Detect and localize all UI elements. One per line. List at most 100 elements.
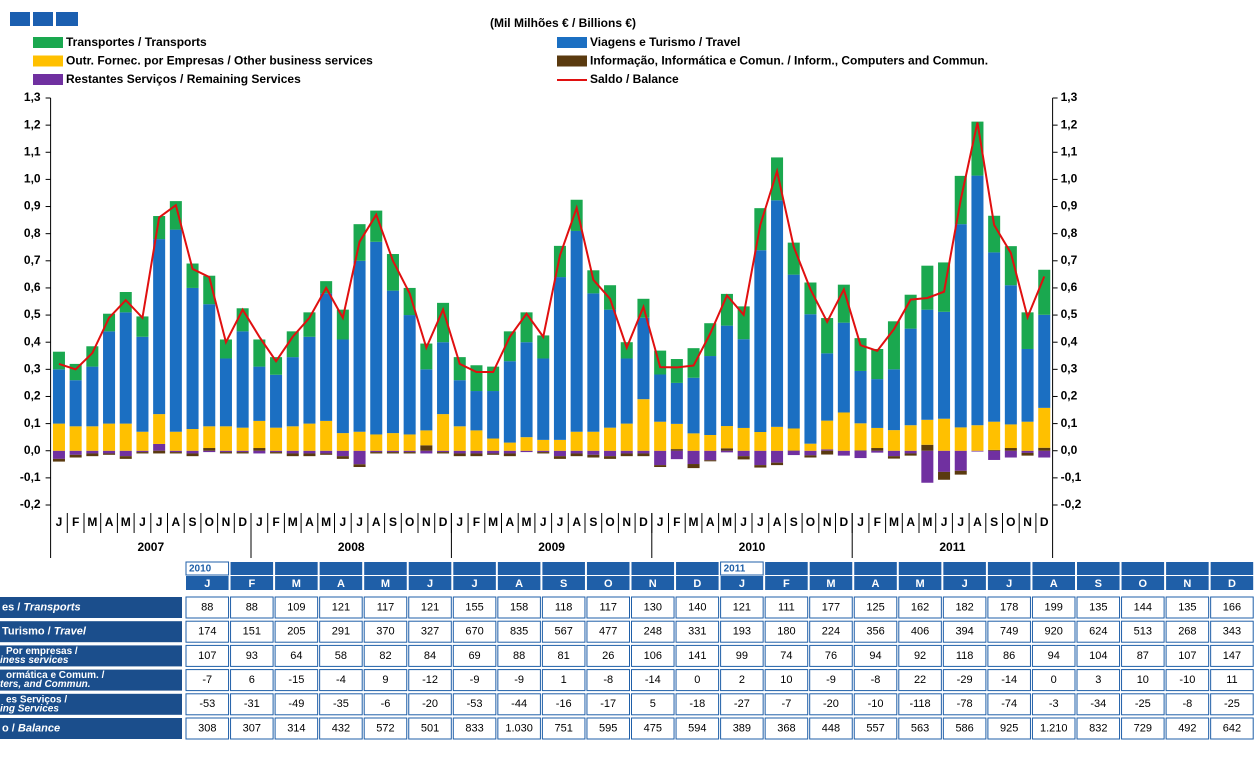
bar-segment xyxy=(303,312,316,337)
y-tick-label: 1,0 xyxy=(24,172,41,186)
y-tick-label: 0,8 xyxy=(24,226,41,240)
table-header-cell xyxy=(542,562,585,575)
y-tick-label: -0,1 xyxy=(1061,470,1082,484)
bar-segment xyxy=(687,348,700,378)
table-header-cell xyxy=(809,576,853,590)
deco-square xyxy=(56,12,78,26)
year-label: 2010 xyxy=(739,540,766,554)
table-cell xyxy=(764,693,809,716)
bar-segment xyxy=(503,331,516,362)
table-header-cell xyxy=(453,562,496,575)
table-value: 84 xyxy=(424,650,436,662)
y-tick-label: 0,4 xyxy=(1061,334,1078,348)
table-cell xyxy=(452,644,497,667)
bar-segment xyxy=(253,420,266,449)
chart-title: (Mil Milhões € / Billions €) xyxy=(490,16,636,30)
bar-segment xyxy=(1004,450,1017,458)
table-cell xyxy=(809,717,853,740)
bar-segment xyxy=(687,433,700,451)
table-cell xyxy=(408,693,452,716)
y-tick-label: 1,2 xyxy=(24,117,41,131)
table-cell xyxy=(1031,596,1076,619)
x-tick-label: J xyxy=(356,515,363,529)
table-value: 107 xyxy=(198,650,216,662)
table-cell xyxy=(631,693,675,716)
table-value: 833 xyxy=(465,722,483,734)
table-cell xyxy=(942,620,987,643)
table-cell xyxy=(586,669,631,692)
table-header-cell xyxy=(765,576,808,590)
table-month: A xyxy=(1050,578,1058,590)
table-value: -9 xyxy=(470,674,480,686)
x-tick-label: J xyxy=(557,515,564,529)
bar-segment xyxy=(103,423,116,451)
bar-segment xyxy=(487,453,500,455)
bar-segment xyxy=(403,434,416,451)
bar-segment xyxy=(570,230,583,432)
x-tick-label: A xyxy=(305,515,314,529)
table-cell xyxy=(319,669,363,692)
table-row-label-pt: es / xyxy=(2,601,23,613)
table-value: 327 xyxy=(421,626,439,638)
table-cell xyxy=(541,620,586,643)
table-cell xyxy=(274,717,319,740)
bar-segment xyxy=(620,423,633,451)
table-header-cell xyxy=(230,562,274,575)
bar-segment xyxy=(353,431,366,451)
table-value: 670 xyxy=(465,626,483,638)
table-cell xyxy=(987,620,1031,643)
table-cell xyxy=(1210,669,1254,692)
table-header-cell xyxy=(765,562,808,575)
bar-segment xyxy=(837,450,850,456)
bar-segment xyxy=(570,453,583,457)
bar-segment xyxy=(119,423,132,451)
table-value: 180 xyxy=(777,626,795,638)
table-header-cell xyxy=(854,576,897,590)
y-tick-label: -0,1 xyxy=(20,470,41,484)
bar-segment xyxy=(253,448,266,451)
bar-segment xyxy=(787,428,800,451)
bar-segment xyxy=(988,449,1001,451)
bar-segment xyxy=(470,453,483,457)
table-cell xyxy=(1210,596,1254,619)
bar-segment xyxy=(771,157,784,201)
legend-label: Restantes Serviços / Remaining Services xyxy=(66,72,301,86)
table-cell xyxy=(853,644,898,667)
table-cell xyxy=(1165,693,1210,716)
table-cell xyxy=(631,620,675,643)
bar-segment xyxy=(604,456,617,459)
x-tick-label: M xyxy=(922,515,932,529)
x-tick-label: J xyxy=(757,515,764,529)
bar-segment xyxy=(637,399,650,451)
table-cell xyxy=(452,620,497,643)
table-value: 130 xyxy=(644,601,662,613)
y-tick-label: 0,9 xyxy=(24,199,41,213)
table-month: M xyxy=(915,578,924,590)
table-cell xyxy=(497,620,541,643)
table-value: -8 xyxy=(871,674,881,686)
bar-segment xyxy=(904,453,917,456)
bar-segment xyxy=(720,426,733,449)
bar-segment xyxy=(52,423,65,451)
bar-segment xyxy=(670,359,683,383)
table-cell xyxy=(230,693,274,716)
bar-segment xyxy=(520,450,533,453)
table-header-cell xyxy=(898,576,942,590)
table-value: 0 xyxy=(694,674,700,686)
deco-square xyxy=(33,12,53,26)
x-tick-label: F xyxy=(673,515,680,529)
table-cell xyxy=(363,596,408,619)
table-header-cell xyxy=(275,576,318,590)
table-cell xyxy=(898,596,942,619)
bar-segment xyxy=(453,357,466,381)
table-value: 6 xyxy=(249,674,255,686)
bar-segment xyxy=(119,450,132,457)
table-value: -9 xyxy=(514,674,524,686)
table-cell xyxy=(675,620,720,643)
table-header-cell xyxy=(1032,562,1075,575)
bar-segment xyxy=(286,426,299,451)
table-cell xyxy=(319,620,363,643)
legend-label: Informação, Informática e Comun. / Infor… xyxy=(590,54,988,68)
bar-segment xyxy=(654,374,667,422)
